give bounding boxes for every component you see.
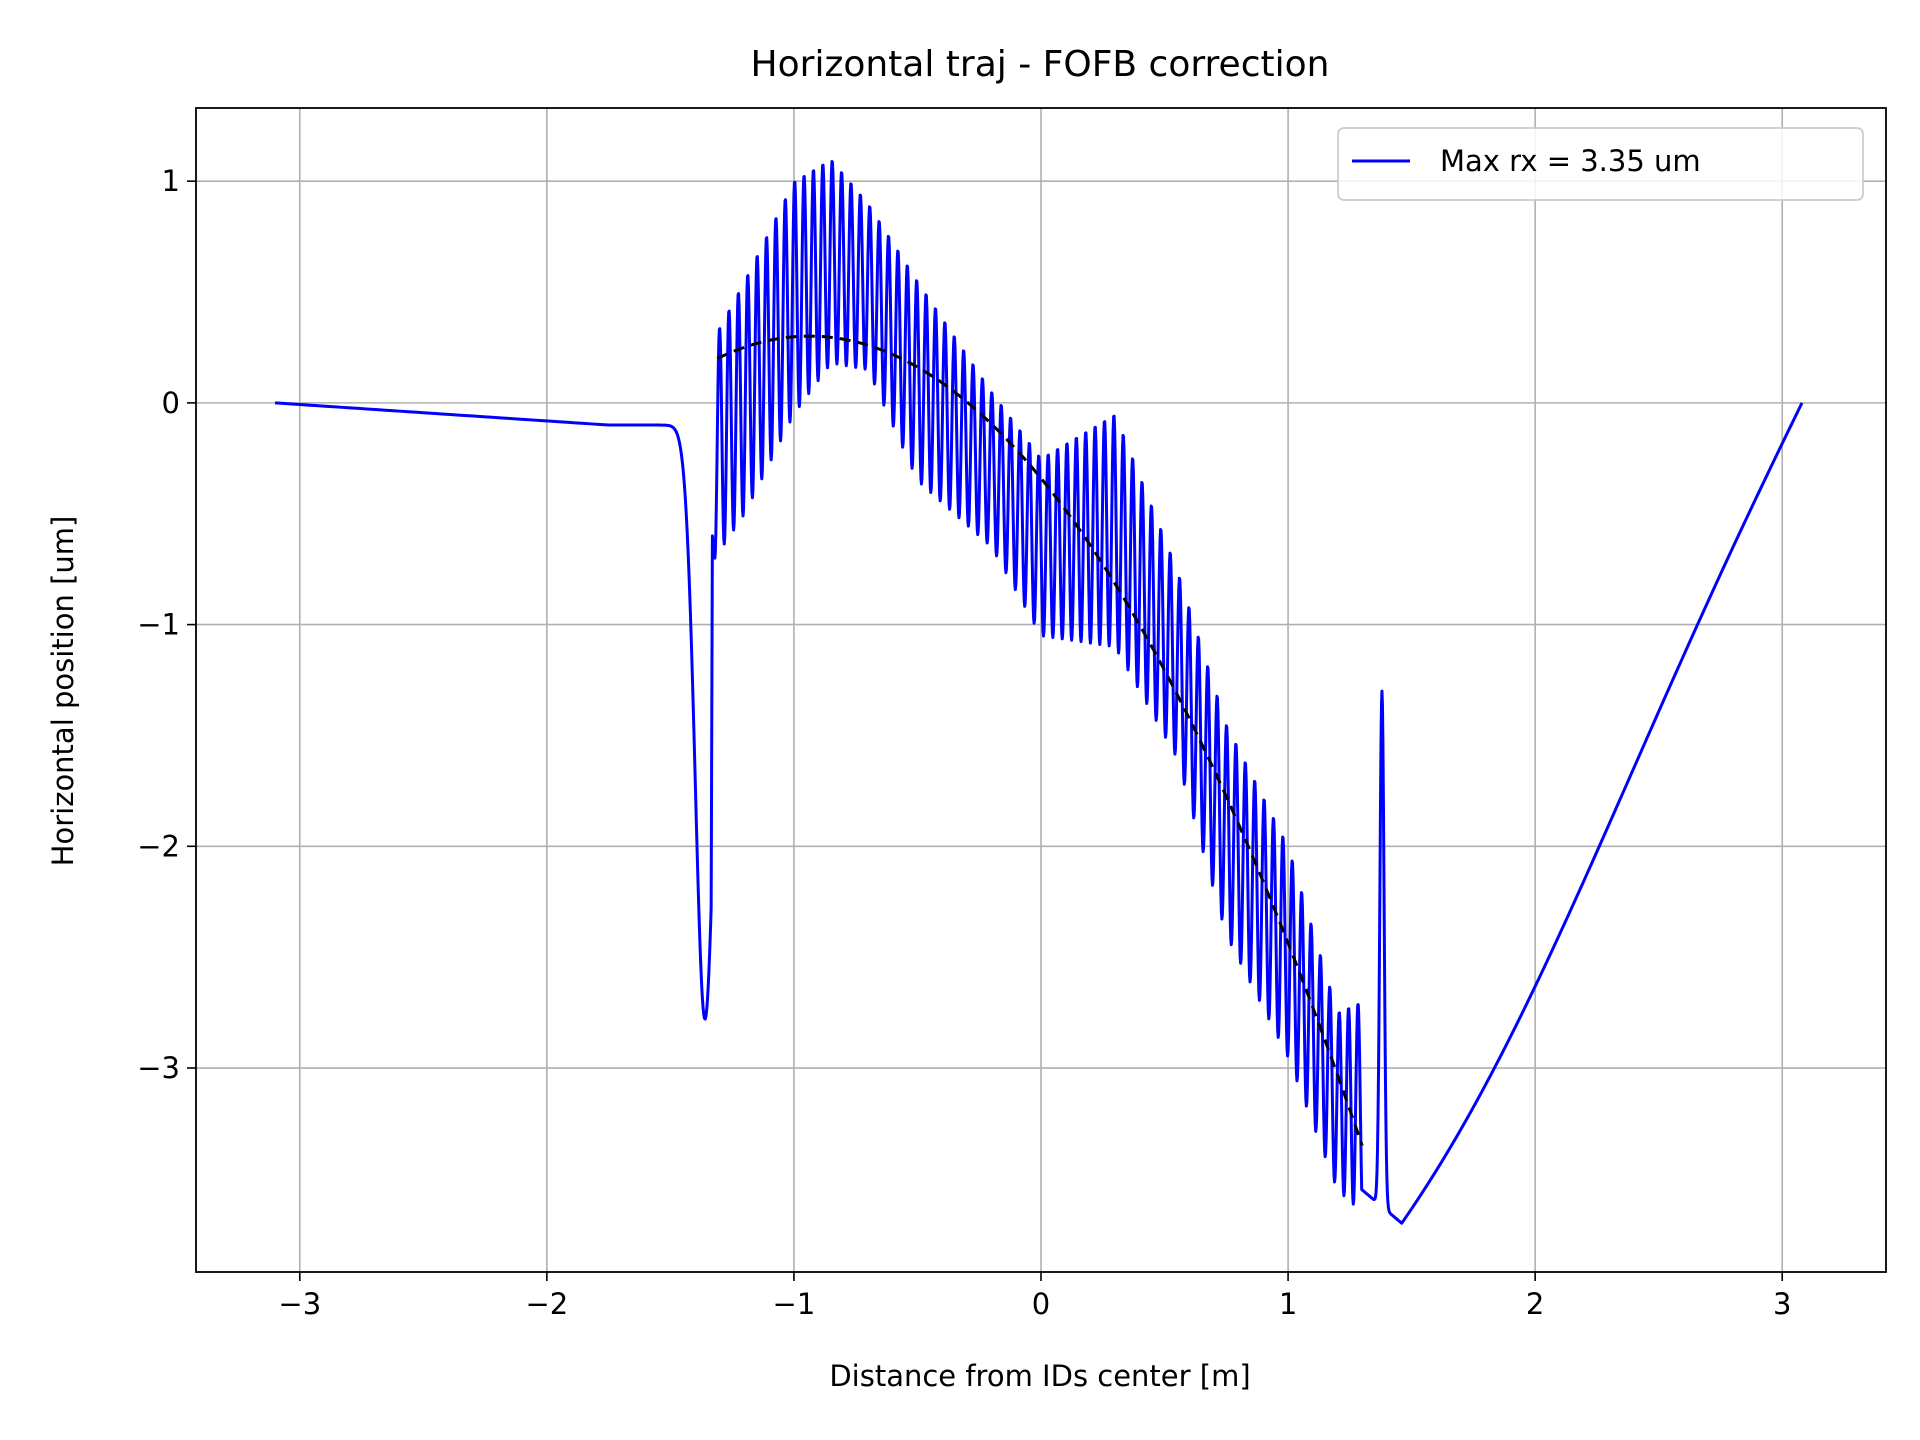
- x-tick-label: 0: [1032, 1287, 1050, 1321]
- x-axis-ticks: −3 −2 −1 0 1 2 3: [278, 1272, 1791, 1321]
- series-line-fit-dashed: [716, 334, 1364, 1147]
- series-line-max-rx: [274, 160, 1804, 1225]
- x-tick-label: −3: [278, 1287, 321, 1321]
- x-tick-label: 2: [1526, 1287, 1544, 1321]
- x-tick-label: 1: [1279, 1287, 1297, 1321]
- x-axis-label: Distance from IDs center [m]: [829, 1359, 1250, 1393]
- legend-box: [1337, 127, 1864, 201]
- y-tick-label: −3: [137, 1051, 180, 1085]
- y-tick-label: 1: [162, 164, 180, 198]
- x-tick-label: 3: [1773, 1287, 1791, 1321]
- legend: Max rx = 3.35 um: [1337, 127, 1864, 201]
- y-tick-label: −2: [137, 829, 180, 863]
- legend-label-series-1: Max rx = 3.35 um: [1440, 144, 1701, 178]
- x-tick-label: −2: [525, 1287, 568, 1321]
- chart-title: Horizontal traj - FOFB correction: [751, 44, 1330, 85]
- series-layer: [274, 160, 1804, 1225]
- y-axis-label: Horizontal position [um]: [46, 516, 80, 867]
- x-tick-label: −1: [773, 1287, 816, 1321]
- y-tick-label: −1: [137, 608, 180, 642]
- y-tick-label: 0: [162, 386, 180, 420]
- grid-lines: [196, 108, 1886, 1272]
- y-axis-ticks: 1 0 −1 −2 −3: [137, 164, 196, 1085]
